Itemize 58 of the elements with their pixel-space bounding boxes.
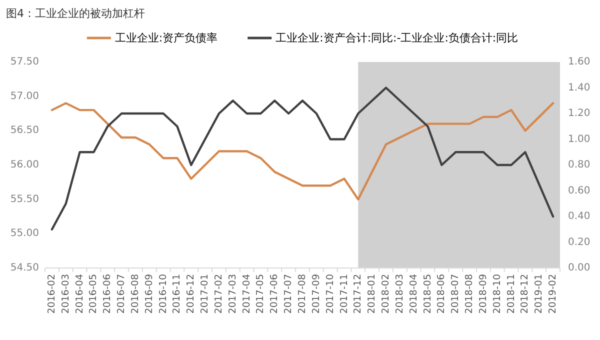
- x-tick-label: 2018-10: [492, 274, 503, 314]
- x-tick-label: 2017-07: [283, 274, 294, 314]
- y2-tick-label: 1.60: [568, 56, 590, 68]
- line-series: [50, 102, 554, 200]
- x-tick-label: 2018-01: [366, 274, 378, 314]
- x-tick-label: 2018-04: [408, 274, 420, 314]
- x-tick-label: 2017-11: [338, 274, 350, 314]
- x-tick-label: 2017-12: [352, 274, 364, 314]
- y2-tick-label: 0.20: [568, 236, 590, 248]
- y2-tick-label: 1.00: [568, 134, 590, 145]
- x-tick-label: 2017-03: [227, 274, 238, 314]
- x-tick-label: 2019-02: [548, 274, 559, 314]
- x-tick-label: 2016-09: [144, 274, 155, 314]
- y2-tick-label: 0.00: [568, 262, 590, 274]
- y2-tick-label: 0.80: [568, 160, 590, 170]
- x-tick-label: 2016-10: [158, 274, 169, 314]
- x-tick-label: 2018-12: [520, 274, 531, 314]
- x-tick-label: 2016-04: [74, 274, 86, 314]
- x-tick-label: 2017-10: [324, 274, 336, 314]
- x-tick-label: 2019-01: [534, 274, 545, 314]
- y-tick-label: 55.50: [10, 194, 39, 205]
- y2-tick-label: 1.20: [568, 108, 590, 119]
- y-tick-label: 57.00: [10, 90, 39, 102]
- x-tick-label: 2016-08: [130, 274, 141, 314]
- legend-label: 工业企业:资产合计:同比:-工业企业:负债合计:同比: [276, 32, 518, 44]
- y2-tick-label: 0.40: [568, 211, 590, 222]
- x-tick-label: 2016-07: [116, 274, 128, 314]
- x-tick-label: 2018-08: [464, 274, 476, 314]
- x-tick-label: 2017-05: [255, 274, 266, 314]
- x-tick-label: 2018-09: [478, 274, 489, 314]
- x-tick-label: 2017-08: [297, 274, 308, 314]
- y-tick-label: 57.50: [10, 56, 39, 68]
- x-tick-label: 2017-06: [269, 274, 280, 314]
- x-tick-label: 2016-11: [172, 274, 183, 314]
- y-tick-label: 55.00: [10, 228, 39, 240]
- x-tick-label: 2016-12: [186, 274, 197, 314]
- x-tick-label: 2018-02: [380, 274, 392, 314]
- x-tick-label: 2018-05: [422, 274, 434, 314]
- x-tick-label: 2016-02: [46, 274, 58, 314]
- x-tick-label: 2017-01: [200, 274, 211, 314]
- x-tick-label: 2018-03: [394, 274, 406, 314]
- y2-tick-label: 0.60: [568, 185, 590, 196]
- y-tick-label: 54.50: [10, 262, 39, 274]
- x-tick-label: 2017-04: [241, 274, 252, 314]
- line-series: [50, 86, 554, 230]
- y2-tick-label: 1.40: [568, 82, 590, 94]
- x-tick-label: 2017-09: [310, 274, 322, 314]
- x-tick-label: 2016-05: [88, 274, 100, 314]
- y-tick-label: 56.00: [10, 160, 39, 170]
- y-tick-label: 56.50: [10, 125, 39, 136]
- x-tick-label: 2016-06: [102, 274, 114, 314]
- x-tick-label: 2018-07: [450, 274, 462, 314]
- x-tick-label: 2017-02: [213, 274, 224, 314]
- x-tick-label: 2018-06: [436, 274, 448, 314]
- chart-title: 图4：工业企业的被动加杠杆: [6, 7, 145, 20]
- legend-label: 工业企业:资产负债率: [114, 32, 218, 44]
- x-tick-label: 2016-03: [60, 274, 72, 314]
- x-tick-label: 2018-11: [506, 274, 517, 314]
